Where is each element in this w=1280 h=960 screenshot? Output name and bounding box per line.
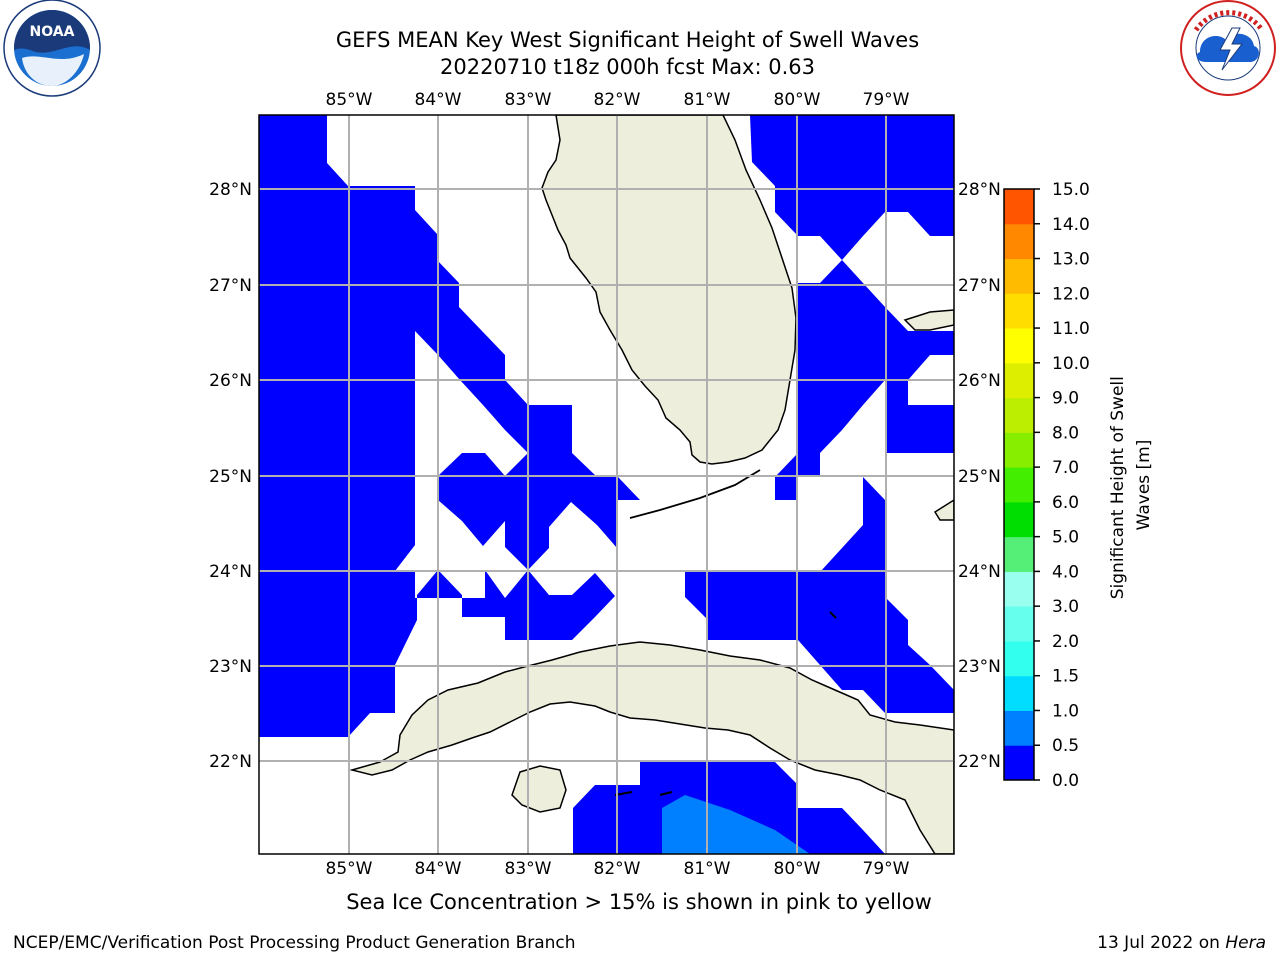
colorbar-tick-label: 5.0 [1052,528,1079,548]
noaa-logo: NOAA [3,0,101,97]
colorbar-segment [1004,745,1034,781]
lon-tick-label-top: 82°W [594,90,641,110]
colorbar-frame [1003,188,1035,781]
lat-tick-label-right: 23°N [958,657,1001,677]
colorbar-segment [1004,640,1034,677]
colorbar-label-line2: Waves [m] [1134,440,1154,531]
colorbar-tick-label: 7.0 [1052,458,1079,478]
host-name: Hera [1225,933,1266,953]
colorbar-tick-label: 9.0 [1052,389,1079,409]
national-weather-service-logo [1180,0,1276,96]
lat-tick-label-left: 26°N [209,371,252,391]
colorbar-tick-label: 8.0 [1052,423,1079,443]
colorbar-tick-label: 14.0 [1052,215,1090,235]
colorbar-segment [1004,675,1034,711]
lat-tick-label-left: 23°N [209,657,252,677]
lon-tick-label-bottom: 85°W [326,859,373,879]
florida-keys [629,469,761,519]
lon-tick-label-bottom: 84°W [415,859,462,879]
colorbar-label: Significant Height of Swell Waves [m] [1108,371,1154,600]
lat-tick-label-left: 27°N [209,276,252,296]
date-prefix: 13 Jul 2022 on [1097,933,1226,953]
lat-tick-label-left: 28°N [209,180,252,200]
lon-tick-label-top: 81°W [684,90,731,110]
lat-tick-label-right: 25°N [958,467,1001,487]
chart-subtitle: 20220710 t18z 000h fcst Max: 0.63 [440,55,815,79]
lon-tick-label-top: 84°W [415,90,462,110]
colorbar-tick-label: 15.0 [1052,180,1090,200]
colorbar-segment [1004,293,1034,329]
lon-tick-label-top: 83°W [505,90,552,110]
colorbar-segment [1004,501,1034,538]
lat-tick-label-right: 24°N [958,562,1001,582]
lon-tick-label-bottom: 81°W [684,859,731,879]
date-text: 13 Jul 2022 on Hera [1097,933,1266,953]
map-frame [258,114,955,855]
lon-tick-label-bottom: 82°W [594,859,641,879]
colorbar-tick-label: 6.0 [1052,493,1079,513]
sea-ice-note: Sea Ice Concentration > 15% is shown in … [346,890,932,914]
map-area [259,115,954,854]
lon-tick-label-bottom: 79°W [863,859,910,879]
colorbar-segment [1004,362,1034,399]
colorbar-tick-label: 0.5 [1052,736,1079,756]
colorbar-tick-label: 2.0 [1052,632,1079,652]
colorbar-segment [1004,467,1034,503]
credit-text: NCEP/EMC/Verification Post Processing Pr… [13,933,576,953]
colorbar-tick-label: 4.0 [1052,562,1079,582]
axis-labels: 85°W 85°W 84°W 84°W 83°W 83°W 82°W 82°W 81°W 81°W… [209,90,1001,879]
chart-title: GEFS MEAN Key West Significant Height of… [335,28,920,52]
colorbar-tick-label: 12.0 [1052,284,1090,304]
colorbar: 0.0 0.5 1.0 1.5 2.0 3.0 4.0 5.0 6.0 7.0 8.0 9.0 10.0… [1003,180,1090,791]
lon-tick-label-bottom: 80°W [774,859,821,879]
colorbar-tick-label: 0.0 [1052,771,1079,791]
colorbar-tick-label: 1.0 [1052,701,1079,721]
colorbar-tick-label: 11.0 [1052,319,1090,339]
colorbar-segment [1004,189,1034,225]
swell-field-mid [662,795,810,854]
colorbar-tick-label: 10.0 [1052,354,1090,374]
lon-tick-label-top: 80°W [774,90,821,110]
lon-tick-label-top: 79°W [863,90,910,110]
colorbar-label-line1: Significant Height of Swell [1108,376,1128,599]
colorbar-segment [1004,606,1034,642]
lat-tick-label-left: 25°N [209,467,252,487]
lat-tick-label-right: 27°N [958,276,1001,296]
colorbar-segment [1004,328,1034,364]
lat-tick-label-left: 24°N [209,562,252,582]
lon-tick-label-top: 85°W [326,90,373,110]
lat-tick-label-right: 26°N [958,371,1001,391]
colorbar-segment [1004,710,1034,746]
colorbar-tick-label: 3.0 [1052,597,1079,617]
lat-tick-label-left: 22°N [209,752,252,772]
colorbar-tick-label: 13.0 [1052,250,1090,270]
map-gridlines [259,115,954,854]
colorbar-segment [1004,397,1034,433]
colorbar-segment [1004,536,1034,572]
lat-tick-label-right: 28°N [958,180,1001,200]
colorbar-segment [1004,432,1034,468]
noaa-logo-text: NOAA [30,24,75,40]
colorbar-segment [1004,571,1034,607]
lat-tick-label-right: 22°N [958,752,1001,772]
lon-tick-label-bottom: 83°W [505,859,552,879]
colorbar-segment [1004,223,1034,260]
colorbar-segment [1004,258,1034,294]
colorbar-tick-label: 1.5 [1052,667,1079,687]
